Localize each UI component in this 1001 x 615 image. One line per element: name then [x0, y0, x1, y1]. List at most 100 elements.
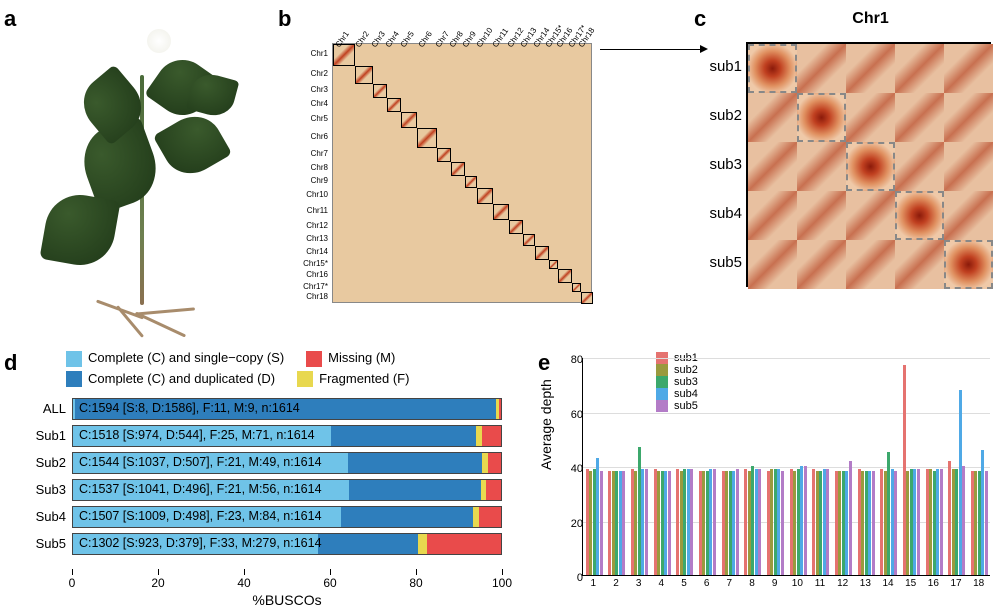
e-bar: [826, 469, 829, 575]
busco-bar: C:1594 [S:8, D:1586], F:11, M:9, n:1614: [72, 398, 502, 420]
e-xtick: 16: [928, 578, 939, 589]
chr1-sub-label: sub2: [708, 107, 742, 124]
chr1-offdiag: [895, 93, 944, 142]
chr-row-label: Chr14: [290, 247, 328, 256]
chr1-offdiag: [895, 240, 944, 289]
e-bar: [985, 471, 988, 575]
busco-bar: C:1518 [S:974, D:544], F:25, M:71, n:161…: [72, 425, 502, 447]
busco-bar-text: C:1518 [S:974, D:544], F:25, M:71, n:161…: [79, 428, 315, 442]
e-xtick: 1: [591, 578, 597, 589]
chr1-offdiag: [748, 93, 797, 142]
e-ytick: 40: [571, 463, 583, 475]
busco-row-label: Sub3: [16, 482, 66, 497]
busco-row-label: Sub4: [16, 509, 66, 524]
e-bar: [600, 471, 603, 575]
chr1-offdiag: [748, 240, 797, 289]
busco-row-label: Sub5: [16, 536, 66, 551]
e-xtick: 7: [727, 578, 733, 589]
chr-row-label: Chr6: [290, 132, 328, 141]
panel-d-busco-bars: Complete (C) and single−copy (S)Missing …: [4, 350, 520, 610]
e-bar: [622, 471, 625, 575]
arrow-head-icon: [700, 45, 708, 53]
e-ytick: 0: [577, 572, 583, 584]
busco-legend-label: Complete (C) and duplicated (D): [88, 371, 275, 386]
busco-xtick: 20: [151, 576, 164, 590]
e-ylabel: Average depth: [538, 379, 554, 470]
panel-label-c: c: [694, 6, 706, 32]
chr-row-label: Chr16: [290, 270, 328, 279]
e-xtick: 11: [815, 578, 825, 589]
busco-legend-label: Fragmented (F): [319, 371, 409, 386]
busco-bar-text: C:1537 [S:1041, D:496], F:21, M:56, n:16…: [79, 482, 322, 496]
hic-chr-block: [417, 128, 437, 148]
e-xtick: 14: [882, 578, 893, 589]
busco-legend-label: Complete (C) and single−copy (S): [88, 350, 284, 365]
chr1-sub-block: [895, 191, 944, 240]
chr1-offdiag: [846, 191, 895, 240]
hic-chr-block: [355, 66, 373, 84]
chr1-offdiag: [748, 142, 797, 191]
busco-segment-M: [427, 534, 501, 554]
e-xtick: 9: [772, 578, 778, 589]
busco-segment-D: [341, 507, 473, 527]
busco-xtick: 60: [323, 576, 336, 590]
e-xtick: 13: [860, 578, 871, 589]
chr-row-label: Chr10: [290, 190, 328, 199]
hic-chr-block: [477, 188, 493, 204]
e-ytick: 60: [571, 409, 583, 421]
chr-row-label: Chr13: [290, 234, 328, 243]
busco-legend-box: [66, 351, 82, 367]
busco-xtick: 80: [409, 576, 422, 590]
chr1-offdiag: [944, 142, 993, 191]
busco-segment-D: [331, 426, 475, 446]
chr-row-label: Chr9: [290, 176, 328, 185]
busco-segment-D: [349, 480, 481, 500]
e-bar: [917, 469, 920, 575]
chr-row-label: Chr7: [290, 149, 328, 158]
busco-segment-D: [318, 534, 419, 554]
e-xtick: 4: [659, 578, 665, 589]
busco-legend-box: [297, 371, 313, 387]
chr1-offdiag: [797, 240, 846, 289]
e-xtick: 3: [636, 578, 642, 589]
busco-segment-M: [482, 426, 501, 446]
chr-row-label: Chr2: [290, 69, 328, 78]
e-bar: [894, 471, 897, 575]
chr-row-label: Chr15*: [290, 259, 328, 268]
e-xtick: 2: [613, 578, 619, 589]
busco-segment-D: [348, 453, 482, 473]
busco-bar: C:1544 [S:1037, D:507], F:21, M:49, n:16…: [72, 452, 502, 474]
e-bar: [804, 466, 807, 575]
chr1-offdiag: [944, 191, 993, 240]
hic-chr-block: [549, 260, 558, 269]
busco-bar-text: C:1544 [S:1037, D:507], F:21, M:49, n:16…: [79, 455, 322, 469]
grid-line: [583, 413, 990, 414]
hic-chr-block: [572, 283, 581, 292]
busco-segment-M: [488, 453, 501, 473]
busco-bar: C:1507 [S:1009, D:498], F:23, M:84, n:16…: [72, 506, 502, 528]
e-bar: [736, 469, 739, 575]
busco-legend-box: [306, 351, 322, 367]
e-bar: [962, 466, 965, 575]
busco-legend-box: [66, 371, 82, 387]
busco-bar-text: C:1594 [S:8, D:1586], F:11, M:9, n:1614: [79, 401, 300, 415]
hic-chr-block: [451, 162, 465, 176]
chr-row-label: Chr17*: [290, 282, 328, 291]
chr1-offdiag: [846, 240, 895, 289]
grid-line: [583, 358, 990, 359]
chr-row-label: Chr8: [290, 163, 328, 172]
e-xtick: 5: [681, 578, 687, 589]
e-bar: [849, 461, 852, 575]
busco-segment-M: [479, 507, 501, 527]
chr1-sub-label: sub1: [708, 58, 742, 75]
busco-xlabel: %BUSCOs: [72, 592, 502, 608]
e-bar: [645, 469, 648, 575]
chr1-offdiag: [846, 44, 895, 93]
e-xtick: 15: [905, 578, 916, 589]
chr1-sub-block: [846, 142, 895, 191]
panel-a-plant: [25, 25, 265, 335]
hic-chr-block: [535, 246, 549, 260]
chr-row-label: Chr5: [290, 114, 328, 123]
chr1-title: Chr1: [746, 10, 995, 28]
e-bar: [781, 471, 784, 575]
